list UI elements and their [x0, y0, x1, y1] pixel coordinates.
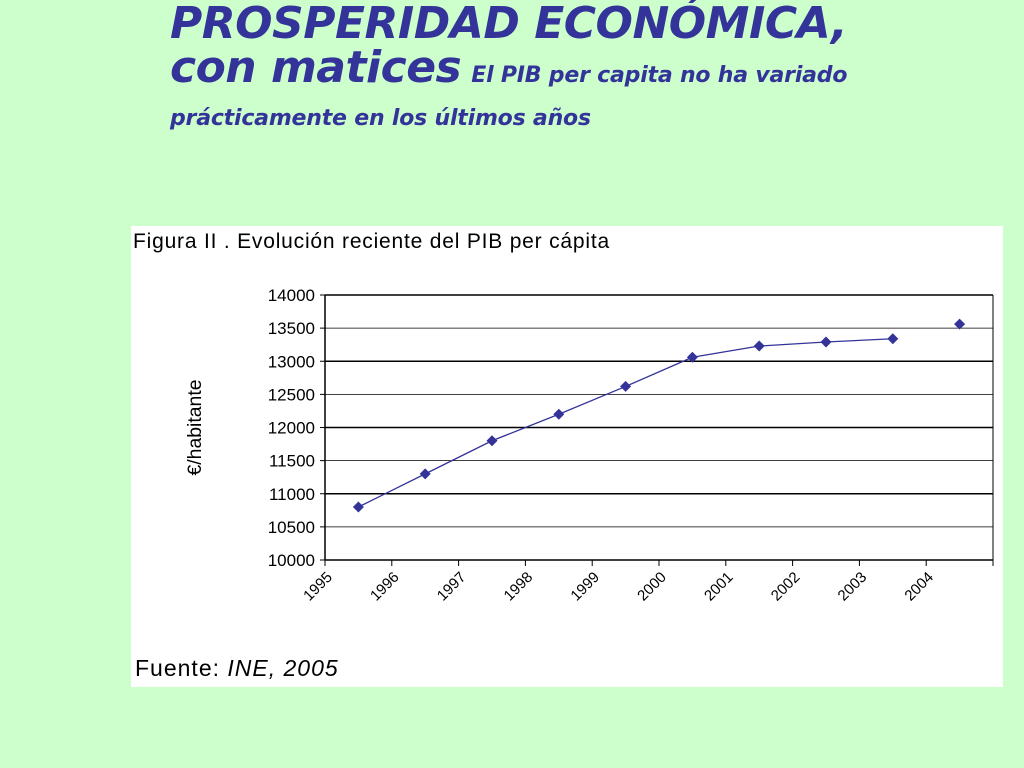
data-point-marker [753, 340, 765, 352]
y-tick-label: 13500 [268, 319, 315, 338]
series-line-segment [625, 356, 693, 388]
y-tick-label: 12500 [268, 385, 315, 404]
x-tick-label: 2002 [768, 569, 804, 605]
x-tick-label: 2004 [901, 569, 937, 605]
series-line-segment [692, 345, 760, 358]
data-point-marker [887, 333, 899, 345]
y-tick-label: 10500 [268, 518, 315, 537]
x-tick-label: 2000 [634, 569, 670, 605]
y-tick-label: 11500 [269, 452, 315, 471]
y-tick-label: 11000 [269, 485, 315, 504]
data-point-marker [686, 351, 698, 363]
series-line-segment [491, 413, 560, 442]
x-tick-label: 1997 [434, 569, 470, 605]
y-tick-label: 13000 [268, 352, 315, 371]
data-point-marker [620, 380, 632, 392]
subtitle-part-1: El PIB per capita no ha variado [471, 63, 848, 88]
y-tick-labels: 10000 10500 11000 11500 12000 12500 13000 13500… [268, 286, 315, 570]
data-point-marker [954, 318, 966, 330]
title-line-1: PROSPERIDAD ECONÓMICA, [170, 0, 848, 49]
y-tick-label: 12000 [268, 419, 315, 438]
source-label-key: Fuente: [135, 655, 220, 681]
grid-lines [320, 294, 993, 561]
title-line-2: con matices [170, 42, 462, 93]
x-tick-labels: 1995 1996 1997 1998 1999 2000 2001 2002 2003 2004 [300, 560, 994, 605]
data-point-marker [352, 501, 364, 513]
series-line-segment [558, 385, 626, 415]
data-point-marker [419, 468, 431, 480]
y-tick-label: 10000 [268, 551, 315, 570]
slide-title: PROSPERIDAD ECONÓMICA, con matices El PIB… [170, 2, 990, 130]
x-tick-label: 1996 [367, 569, 403, 605]
source-label: Fuente: INE, 2005 [135, 655, 339, 681]
y-tick-label: 14000 [268, 286, 315, 305]
chart-svg: Figura II . Evolución reciente del PIB p… [133, 230, 994, 681]
data-point-marker [820, 336, 832, 348]
source-label-value: INE, 2005 [227, 655, 338, 681]
x-tick-label: 2003 [835, 569, 871, 605]
x-tick-label: 1998 [501, 569, 537, 605]
y-axis-label: €/habitante [185, 380, 206, 476]
x-tick-label: 1999 [567, 569, 603, 605]
series-line-segment [825, 338, 893, 343]
x-tick-label: 1995 [300, 569, 336, 605]
data-point-marker [553, 408, 565, 420]
series-line-segment [424, 440, 493, 475]
series-line-segment [358, 473, 426, 508]
x-tick-label: 2001 [701, 569, 737, 605]
series-line-segment [759, 341, 827, 347]
chart-figure: Figura II . Evolución reciente del PIB p… [131, 226, 1003, 687]
series-group [352, 318, 966, 513]
data-point-marker [486, 435, 498, 447]
subtitle-part-2: prácticamente en los últimos años [170, 106, 591, 131]
chart-title: Figura II . Evolución reciente del PIB p… [133, 230, 610, 253]
